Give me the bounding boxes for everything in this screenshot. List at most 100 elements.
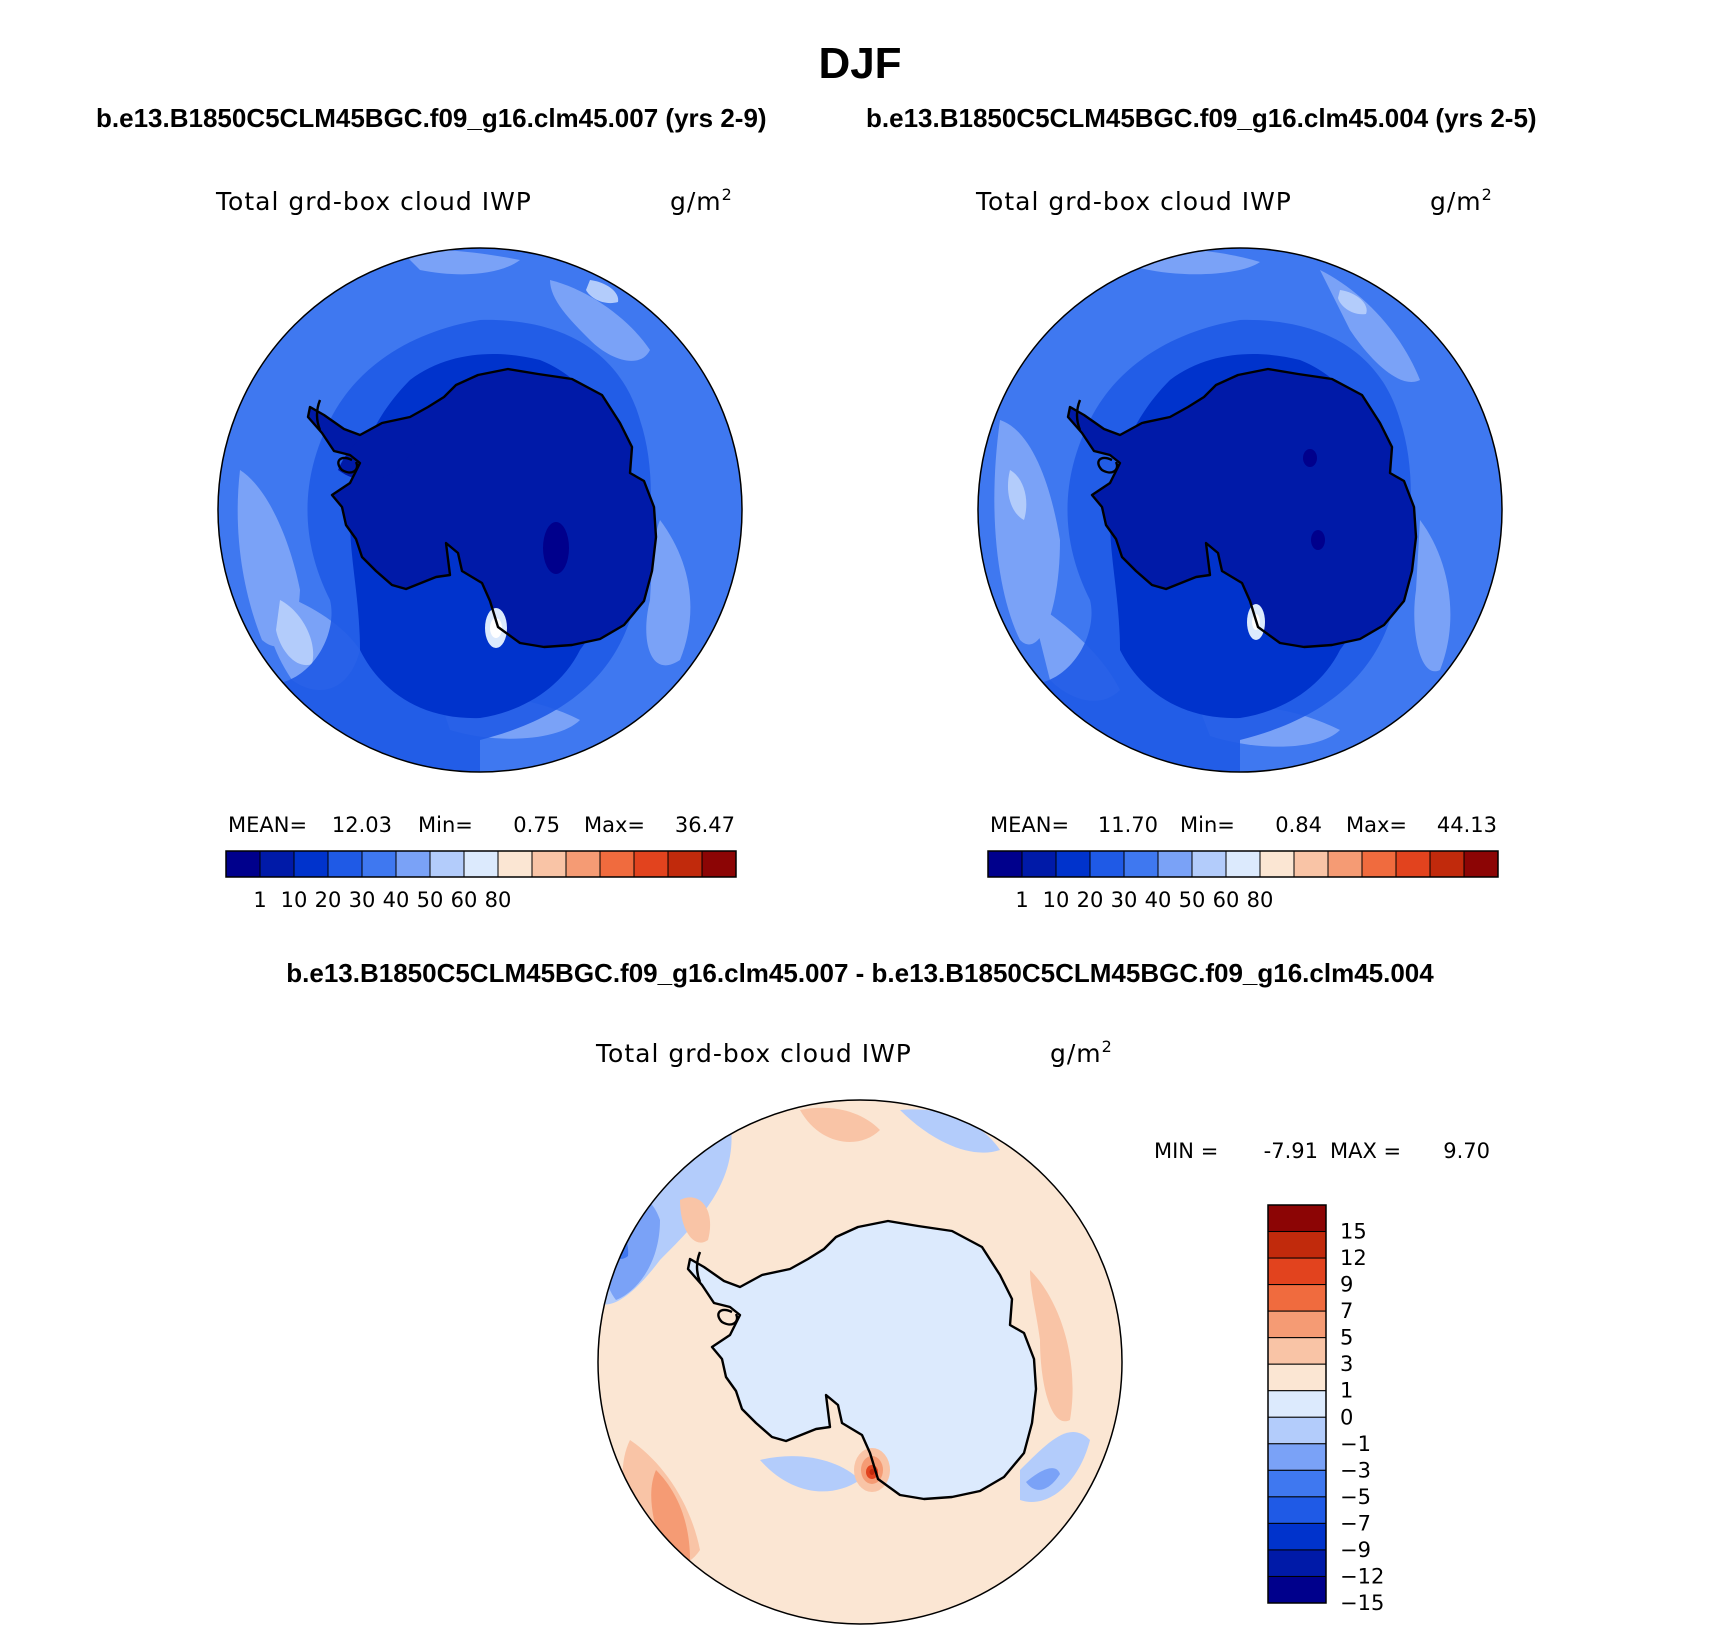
left-colorbar-tick-label: 20 (315, 888, 342, 912)
diff-units-label: g/m2 (1050, 1037, 1113, 1068)
diff-max-label: MAX = (1330, 1139, 1401, 1163)
left-max-value: 36.47 (675, 813, 735, 837)
left-max-label: Max= (584, 813, 645, 837)
diff-colorbar-swatch-13 (1267, 1549, 1327, 1577)
left-colorbar-swatch-4 (361, 850, 397, 878)
right-polar-map (977, 247, 1503, 773)
left-colorbar-swatch-9 (531, 850, 567, 878)
left-polar-map (217, 247, 743, 773)
left-colorbar-tick-label: 1 (253, 888, 266, 912)
right-colorbar-swatch-12 (1395, 850, 1431, 878)
right-mean-label: MEAN= (990, 813, 1069, 837)
right-colorbar-tick-label: 30 (1111, 888, 1138, 912)
left-colorbar-swatch-5 (395, 850, 431, 878)
left-colorbar-swatch-3 (327, 850, 363, 878)
diff-colorbar-swatch-9 (1267, 1443, 1327, 1471)
right-colorbar-tick-label: 20 (1077, 888, 1104, 912)
left-colorbar-swatch-10 (565, 850, 601, 878)
diff-colorbar-swatch-10 (1267, 1469, 1327, 1498)
diff-min-value: -7.91 (1264, 1139, 1318, 1163)
left-units-label: g/m2 (670, 185, 733, 216)
diff-colorbar-swatch-12 (1267, 1522, 1327, 1551)
left-colorbar: 1 10 20 30 40 50 60 80 (225, 850, 737, 912)
diff-colorbar-tick-label: 5 (1340, 1326, 1353, 1350)
right-colorbar-swatch-11 (1361, 850, 1397, 878)
diff-colorbar-tick-label: −1 (1340, 1432, 1371, 1456)
diff-colorbar-swatch-7 (1267, 1390, 1327, 1418)
left-colorbar-swatch-8 (497, 850, 533, 878)
diff-colorbar-swatch-5 (1267, 1337, 1327, 1365)
right-colorbar-tick-label: 60 (1213, 888, 1240, 912)
right-colorbar-tick-label: 1 (1015, 888, 1028, 912)
diff-colorbar-tick-label: 9 (1340, 1273, 1353, 1297)
diff-colorbar-frame (1267, 1204, 1327, 1604)
right-colorbar-swatch-4 (1123, 850, 1159, 878)
right-colorbar: 1 10 20 30 40 50 60 80 (987, 850, 1499, 912)
right-colorbar-swatch-13 (1429, 850, 1465, 878)
right-colorbar-swatch-14 (1463, 850, 1499, 878)
left-mean-label: MEAN= (228, 813, 307, 837)
left-colorbar-tick-label: 40 (383, 888, 410, 912)
left-min-label: Min= (418, 813, 473, 837)
diff-colorbar-tick-label: 0 (1340, 1405, 1353, 1429)
right-colorbar-swatch-0 (987, 850, 1023, 878)
left-colorbar-swatch-11 (599, 850, 635, 878)
left-colorbar-swatch-14 (701, 850, 737, 878)
left-colorbar-tick-label: 50 (417, 888, 444, 912)
diff-colorbar-swatch-4 (1267, 1310, 1327, 1339)
right-min-value: 0.84 (1275, 813, 1322, 837)
left-colorbar-frame (225, 850, 737, 878)
diff-min-label: MIN = (1154, 1139, 1218, 1163)
right-colorbar-swatch-10 (1327, 850, 1363, 878)
right-colorbar-swatch-2 (1055, 850, 1091, 878)
diff-stats: MIN = -7.91 MAX = 9.70 (1154, 1139, 1490, 1163)
diff-colorbar-swatch-6 (1267, 1363, 1327, 1392)
diff-variable-label: Total grd-box cloud IWP (595, 1039, 912, 1068)
left-colorbar-swatch-13 (667, 850, 703, 878)
left-colorbar-tick-label: 60 (451, 888, 478, 912)
diff-colorbar-tick-label: −9 (1340, 1538, 1371, 1562)
diff-colorbar-tick-label: −3 (1340, 1458, 1371, 1482)
right-colorbar-tick-label: 50 (1179, 888, 1206, 912)
season-title: DJF (818, 39, 901, 88)
right-max-value: 44.13 (1437, 813, 1497, 837)
left-mean-value: 12.03 (332, 813, 392, 837)
right-max-label: Max= (1346, 813, 1407, 837)
left-min-value: 0.75 (513, 813, 560, 837)
right-colorbar-swatch-5 (1157, 850, 1193, 878)
right-colorbar-swatch-8 (1259, 850, 1295, 878)
left-colorbar-tick-label: 30 (349, 888, 376, 912)
top-right-case-title: b.e13.B1850C5CLM45BGC.f09_g16.clm45.004 … (866, 103, 1537, 133)
diff-colorbar-swatch-0 (1267, 1204, 1327, 1233)
right-colorbar-swatch-7 (1225, 850, 1261, 878)
diff-colorbar-swatch-3 (1267, 1284, 1327, 1312)
diff-colorbar-swatch-14 (1267, 1575, 1327, 1604)
diff-colorbar-swatch-8 (1267, 1416, 1327, 1445)
difference-polar-map (597, 1099, 1123, 1625)
right-colorbar-swatch-3 (1089, 850, 1125, 878)
diff-colorbar-tick-label: −15 (1340, 1591, 1384, 1615)
left-stats: MEAN= 12.03 Min= 0.75 Max= 36.47 (228, 813, 735, 837)
diff-case-title: b.e13.B1850C5CLM45BGC.f09_g16.clm45.007 … (286, 958, 1434, 988)
left-colorbar-swatch-7 (463, 850, 499, 878)
diff-colorbar-tick-label: −12 (1340, 1564, 1384, 1588)
diff-colorbar-tick-label: −5 (1340, 1485, 1371, 1509)
right-colorbar-swatch-9 (1293, 850, 1329, 878)
left-variable-label: Total grd-box cloud IWP (215, 187, 532, 216)
right-mean-value: 11.70 (1098, 813, 1158, 837)
diff-colorbar-swatch-11 (1267, 1496, 1327, 1524)
left-colorbar-tick-label: 10 (281, 888, 308, 912)
diff-colorbar-tick-label: 7 (1340, 1299, 1353, 1323)
left-colorbar-swatch-6 (429, 850, 465, 878)
right-colorbar-tick-label: 10 (1043, 888, 1070, 912)
diff-max-value: 9.70 (1443, 1139, 1490, 1163)
left-colorbar-tick-label: 80 (485, 888, 512, 912)
diff-colorbar-swatch-2 (1267, 1257, 1327, 1286)
diff-colorbar-tick-label: −7 (1340, 1511, 1371, 1535)
diff-colorbar-tick-label: 15 (1340, 1220, 1367, 1244)
right-stats: MEAN= 11.70 Min= 0.84 Max= 44.13 (990, 813, 1497, 837)
right-colorbar-swatch-6 (1191, 850, 1227, 878)
top-left-case-title: b.e13.B1850C5CLM45BGC.f09_g16.clm45.007 … (96, 103, 767, 133)
